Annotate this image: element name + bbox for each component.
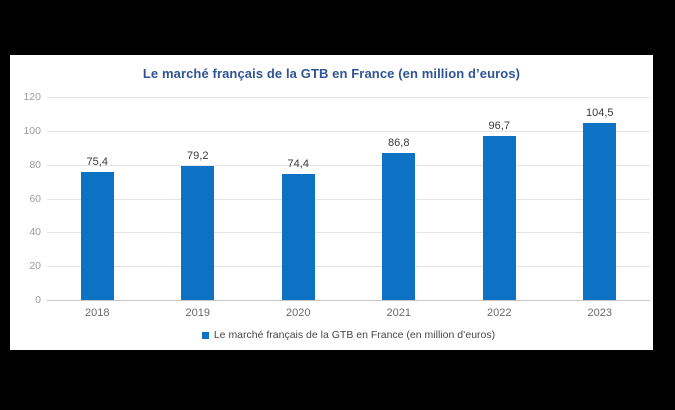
gridline [47, 232, 650, 234]
bar-value-label: 96,7 [488, 120, 510, 133]
bar-value-label: 86,8 [388, 137, 410, 150]
gridline [47, 164, 650, 166]
x-axis-tick-label: 2023 [587, 307, 612, 319]
y-axis-tick-label: 20 [29, 260, 41, 273]
bar-2018 [80, 172, 114, 300]
bar-value-label: 104,5 [585, 107, 614, 120]
bar-value-label: 74,4 [287, 158, 309, 171]
chart-card: Le marché français de la GTB en France (… [10, 55, 653, 350]
y-axis-tick-label: 100 [23, 124, 41, 137]
gridline [47, 198, 650, 200]
gridline [47, 97, 650, 98]
x-axis-tick-label: 2022 [487, 307, 512, 319]
x-axis-tick-label: 2018 [85, 307, 110, 319]
x-axis-line [47, 300, 650, 301]
legend-label: Le marché français de la GTB en France (… [213, 329, 496, 341]
y-axis-tick-label: 60 [29, 192, 41, 205]
gridline [47, 266, 650, 268]
gridline [47, 130, 650, 132]
bar-2019 [181, 166, 215, 300]
bar-2021 [382, 153, 416, 300]
bar-2023 [583, 123, 617, 300]
y-axis-tick-label: 40 [29, 226, 41, 239]
y-axis-tick-label: 80 [29, 158, 41, 171]
x-axis-tick-label: 2021 [386, 307, 411, 319]
chart-title: Le marché français de la GTB en France (… [142, 66, 521, 81]
plot-area: 0 20 40 60 80 100 120 75,4 2018 79,2 2019 74,4 2020 8… [23, 92, 650, 319]
x-axis-tick-label: 2020 [286, 307, 311, 319]
y-axis-tick-label: 0 [35, 294, 41, 306]
bar-value-label: 75,4 [86, 156, 108, 169]
legend-square-marker [201, 331, 209, 339]
y-axis-tick-label: 120 [23, 91, 41, 103]
bar-value-label: 79,2 [187, 150, 209, 163]
bar-2022 [482, 136, 516, 300]
x-axis-tick-label: 2019 [185, 307, 210, 319]
chart-legend: Le marché français de la GTB en France (… [47, 328, 650, 342]
bar-2020 [281, 174, 315, 300]
